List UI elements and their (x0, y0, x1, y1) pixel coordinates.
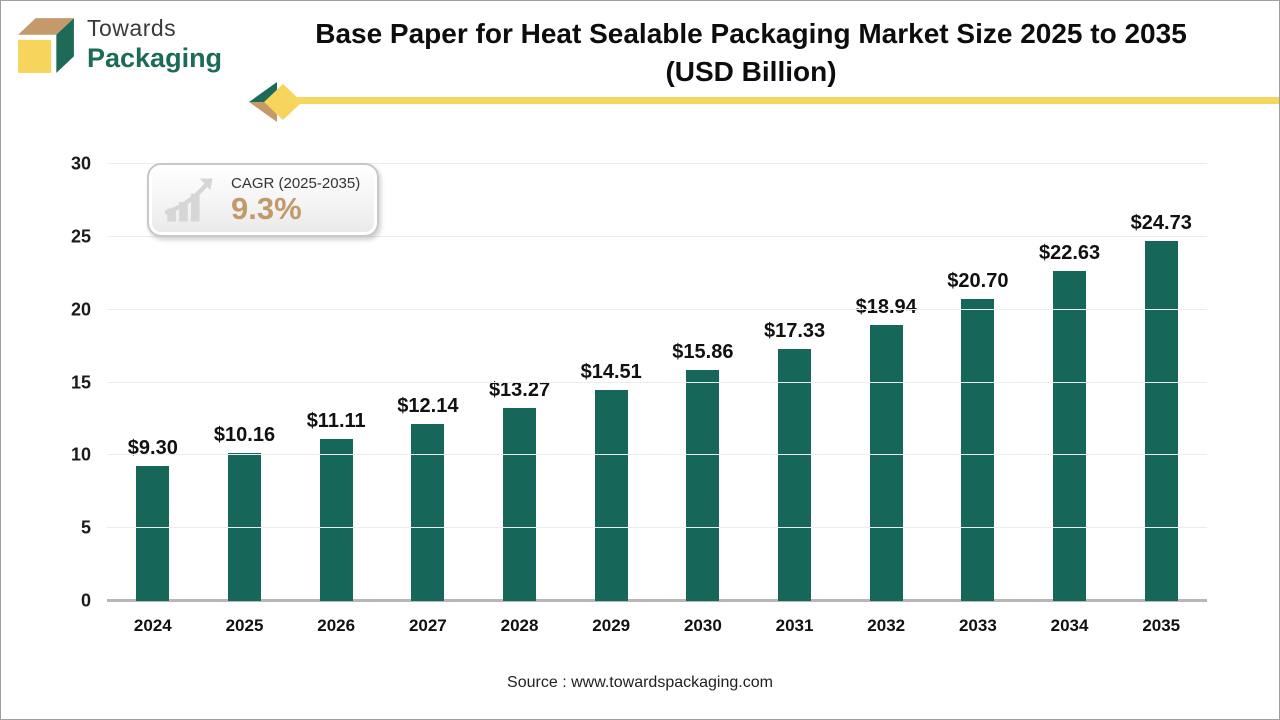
bar-value-label: $17.33 (763, 319, 826, 342)
logo: Towards Packaging (15, 13, 222, 75)
page-title: Base Paper for Heat Sealable Packaging M… (236, 15, 1266, 91)
cagr-badge: CAGR (2025-2035) 9.3% (147, 163, 379, 237)
cagr-label: CAGR (2025-2035) (231, 175, 361, 192)
bars-row: $9.30 $10.16 $11.11 $12.14 $13.27 $14.51 $15.8… (107, 164, 1207, 601)
logo-text-towards: Towards (87, 14, 177, 41)
bar-value-label: $14.51 (580, 360, 642, 383)
x-axis-tick-label: 2024 (133, 616, 172, 635)
x-axis-tick-label: 2034 (1050, 616, 1089, 635)
bar (686, 369, 720, 601)
bar (1053, 271, 1087, 601)
bar-column: $20.70 (932, 164, 1024, 601)
bar-value-label: $13.27 (488, 378, 551, 401)
bar (503, 407, 537, 601)
bar (228, 453, 261, 601)
logo-text: Towards Packaging (87, 15, 222, 74)
y-axis-tick-label: 30 (70, 153, 91, 174)
x-axis-tick-label: 2028 (500, 616, 539, 635)
bar (778, 348, 812, 601)
bar-value-label: $11.11 (306, 410, 366, 433)
bar-column: $9.30 (107, 164, 199, 601)
x-axis-tick-label: 2027 (408, 616, 447, 635)
growth-chart-icon (164, 178, 213, 222)
x-axis-tick-label: 2030 (683, 616, 722, 635)
bar-column: $11.11 (290, 164, 382, 601)
gridline (107, 163, 1207, 164)
bar (319, 439, 353, 601)
gridline (107, 527, 1207, 529)
x-axis-tick-label: 2031 (775, 616, 814, 635)
x-axis-tick-label: 2029 (592, 616, 631, 635)
x-axis-tick-label: 2026 (317, 616, 356, 635)
bar-value-label: $10.16 (213, 424, 276, 447)
y-axis-tick-label: 15 (70, 372, 91, 392)
logo-text-packaging: Packaging (87, 42, 223, 73)
bar-value-label: $12.14 (397, 395, 459, 418)
bar-column: $15.86 (657, 164, 749, 601)
source-text: Source : www.towardspackaging.com (507, 674, 773, 691)
title-underline (241, 81, 1279, 123)
bar (961, 299, 995, 601)
title-line-1: Base Paper for Heat Sealable Packaging M… (315, 18, 1187, 49)
cagr-value: 9.3% (231, 191, 302, 226)
gridline (107, 308, 1207, 310)
accent-line (287, 97, 1279, 104)
gridline (107, 235, 1207, 237)
bar-column: $17.33 (749, 164, 841, 601)
y-axis-tick-label: 0 (80, 590, 91, 611)
bar-column: $24.73 (1115, 164, 1207, 601)
bar-value-label: $22.63 (1038, 242, 1101, 265)
bar (1144, 240, 1178, 601)
gridline (107, 381, 1207, 383)
bar (411, 424, 445, 601)
bar-column: $14.51 (565, 164, 657, 601)
x-axis-line (107, 599, 1207, 602)
bar-value-label: $18.94 (855, 296, 917, 319)
bar-value-label: $9.30 (127, 436, 178, 459)
bar-chart: CAGR (2025-2035) 9.3% 0 5 10 15 20 25 30 $9.30… (1, 151, 1279, 661)
bar-column: $10.16 (199, 164, 291, 601)
y-axis-tick-label: 25 (70, 226, 91, 247)
y-axis: 0 5 10 15 20 25 30 (31, 154, 91, 611)
bar-column: $18.94 (840, 164, 932, 601)
bar (136, 465, 170, 601)
bar-column: $12.14 (382, 164, 474, 601)
title-line-2: (USD Billion) (665, 56, 837, 87)
y-axis-tick-label: 5 (80, 517, 91, 538)
bar-value-label: $24.73 (1130, 211, 1192, 234)
x-axis-tick-label: 2035 (1142, 616, 1181, 635)
plot-area: $9.30 $10.16 $11.11 $12.14 $13.27 $14.51 $15.8… (107, 163, 1207, 602)
bar-value-label: $15.86 (672, 340, 734, 363)
x-axis-tick-label: 2033 (958, 616, 997, 635)
x-axis-tick-label: 2032 (867, 616, 906, 635)
arrow-diamond-icon (249, 82, 302, 122)
gridline (107, 454, 1207, 456)
cagr-text: CAGR (2025-2035) 9.3% (231, 175, 360, 225)
bar-column: $22.63 (1024, 164, 1116, 601)
bar (594, 389, 628, 601)
x-axis-tick-label: 2025 (225, 616, 264, 635)
y-axis-tick-label: 20 (70, 299, 91, 320)
logo-box-icon (18, 18, 74, 73)
bar (869, 325, 903, 601)
bar-value-label: $20.70 (947, 270, 1009, 293)
y-axis-tick-label: 10 (70, 444, 91, 465)
bar-column: $13.27 (474, 164, 566, 601)
x-axis: 2024 2025 2026 2027 2028 2029 2030 2031 2032 2033… (107, 616, 1207, 636)
